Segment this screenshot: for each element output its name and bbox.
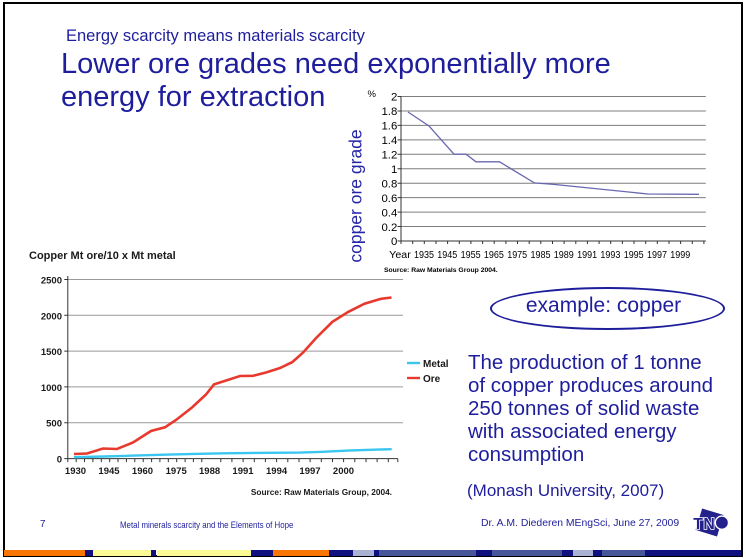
- svg-text:2000: 2000: [41, 311, 62, 322]
- svg-text:TN: TN: [693, 516, 715, 533]
- svg-text:0: 0: [57, 455, 62, 466]
- svg-text:1945: 1945: [98, 466, 120, 477]
- svg-text:1000: 1000: [41, 383, 62, 394]
- svg-text:%: %: [368, 89, 377, 100]
- svg-text:1500: 1500: [41, 347, 62, 358]
- svg-text:2: 2: [391, 92, 397, 104]
- svg-text:0.4: 0.4: [381, 207, 397, 219]
- svg-text:Source: Raw Materials Group 20: Source: Raw Materials Group 2004.: [384, 267, 498, 274]
- svg-text:0.6: 0.6: [381, 193, 397, 205]
- svg-text:1975: 1975: [507, 250, 527, 261]
- svg-text:copper ore grade: copper ore grade: [346, 129, 366, 262]
- svg-text:1989: 1989: [554, 250, 574, 261]
- svg-text:1997: 1997: [647, 250, 667, 261]
- svg-text:2500: 2500: [41, 276, 62, 287]
- svg-text:1.6: 1.6: [381, 121, 397, 133]
- svg-text:1.8: 1.8: [381, 106, 397, 118]
- svg-text:1935: 1935: [414, 250, 434, 261]
- svg-text:1999: 1999: [670, 250, 690, 261]
- svg-text:Year: Year: [389, 250, 411, 261]
- svg-text:1988: 1988: [199, 466, 220, 477]
- svg-text:0.8: 0.8: [381, 178, 397, 190]
- svg-text:1993: 1993: [600, 250, 620, 261]
- svg-text:1991: 1991: [232, 466, 254, 477]
- svg-text:1930: 1930: [65, 466, 86, 477]
- svg-text:1975: 1975: [166, 466, 188, 477]
- svg-text:1960: 1960: [132, 466, 153, 477]
- svg-text:500: 500: [46, 419, 62, 430]
- svg-text:1.2: 1.2: [381, 150, 397, 162]
- svg-text:0.2: 0.2: [381, 222, 397, 234]
- svg-text:1965: 1965: [484, 250, 504, 261]
- svg-text:Source: Raw Materials Group, 2: Source: Raw Materials Group, 2004.: [251, 487, 392, 497]
- svg-text:1991: 1991: [577, 250, 597, 261]
- svg-text:1995: 1995: [624, 250, 644, 261]
- svg-text:1994: 1994: [266, 466, 288, 477]
- svg-text:1997: 1997: [299, 466, 320, 477]
- svg-text:Copper Mt ore/10 x Mt metal: Copper Mt ore/10 x Mt metal: [29, 250, 176, 262]
- svg-text:2000: 2000: [333, 466, 354, 477]
- svg-text:0: 0: [391, 236, 397, 248]
- svg-text:Metal: Metal: [423, 359, 449, 370]
- svg-text:Ore: Ore: [423, 374, 441, 385]
- svg-text:1985: 1985: [531, 250, 551, 261]
- svg-text:1945: 1945: [437, 250, 457, 261]
- svg-text:1955: 1955: [461, 250, 481, 261]
- svg-text:1.4: 1.4: [381, 135, 397, 147]
- svg-text:1: 1: [391, 164, 397, 176]
